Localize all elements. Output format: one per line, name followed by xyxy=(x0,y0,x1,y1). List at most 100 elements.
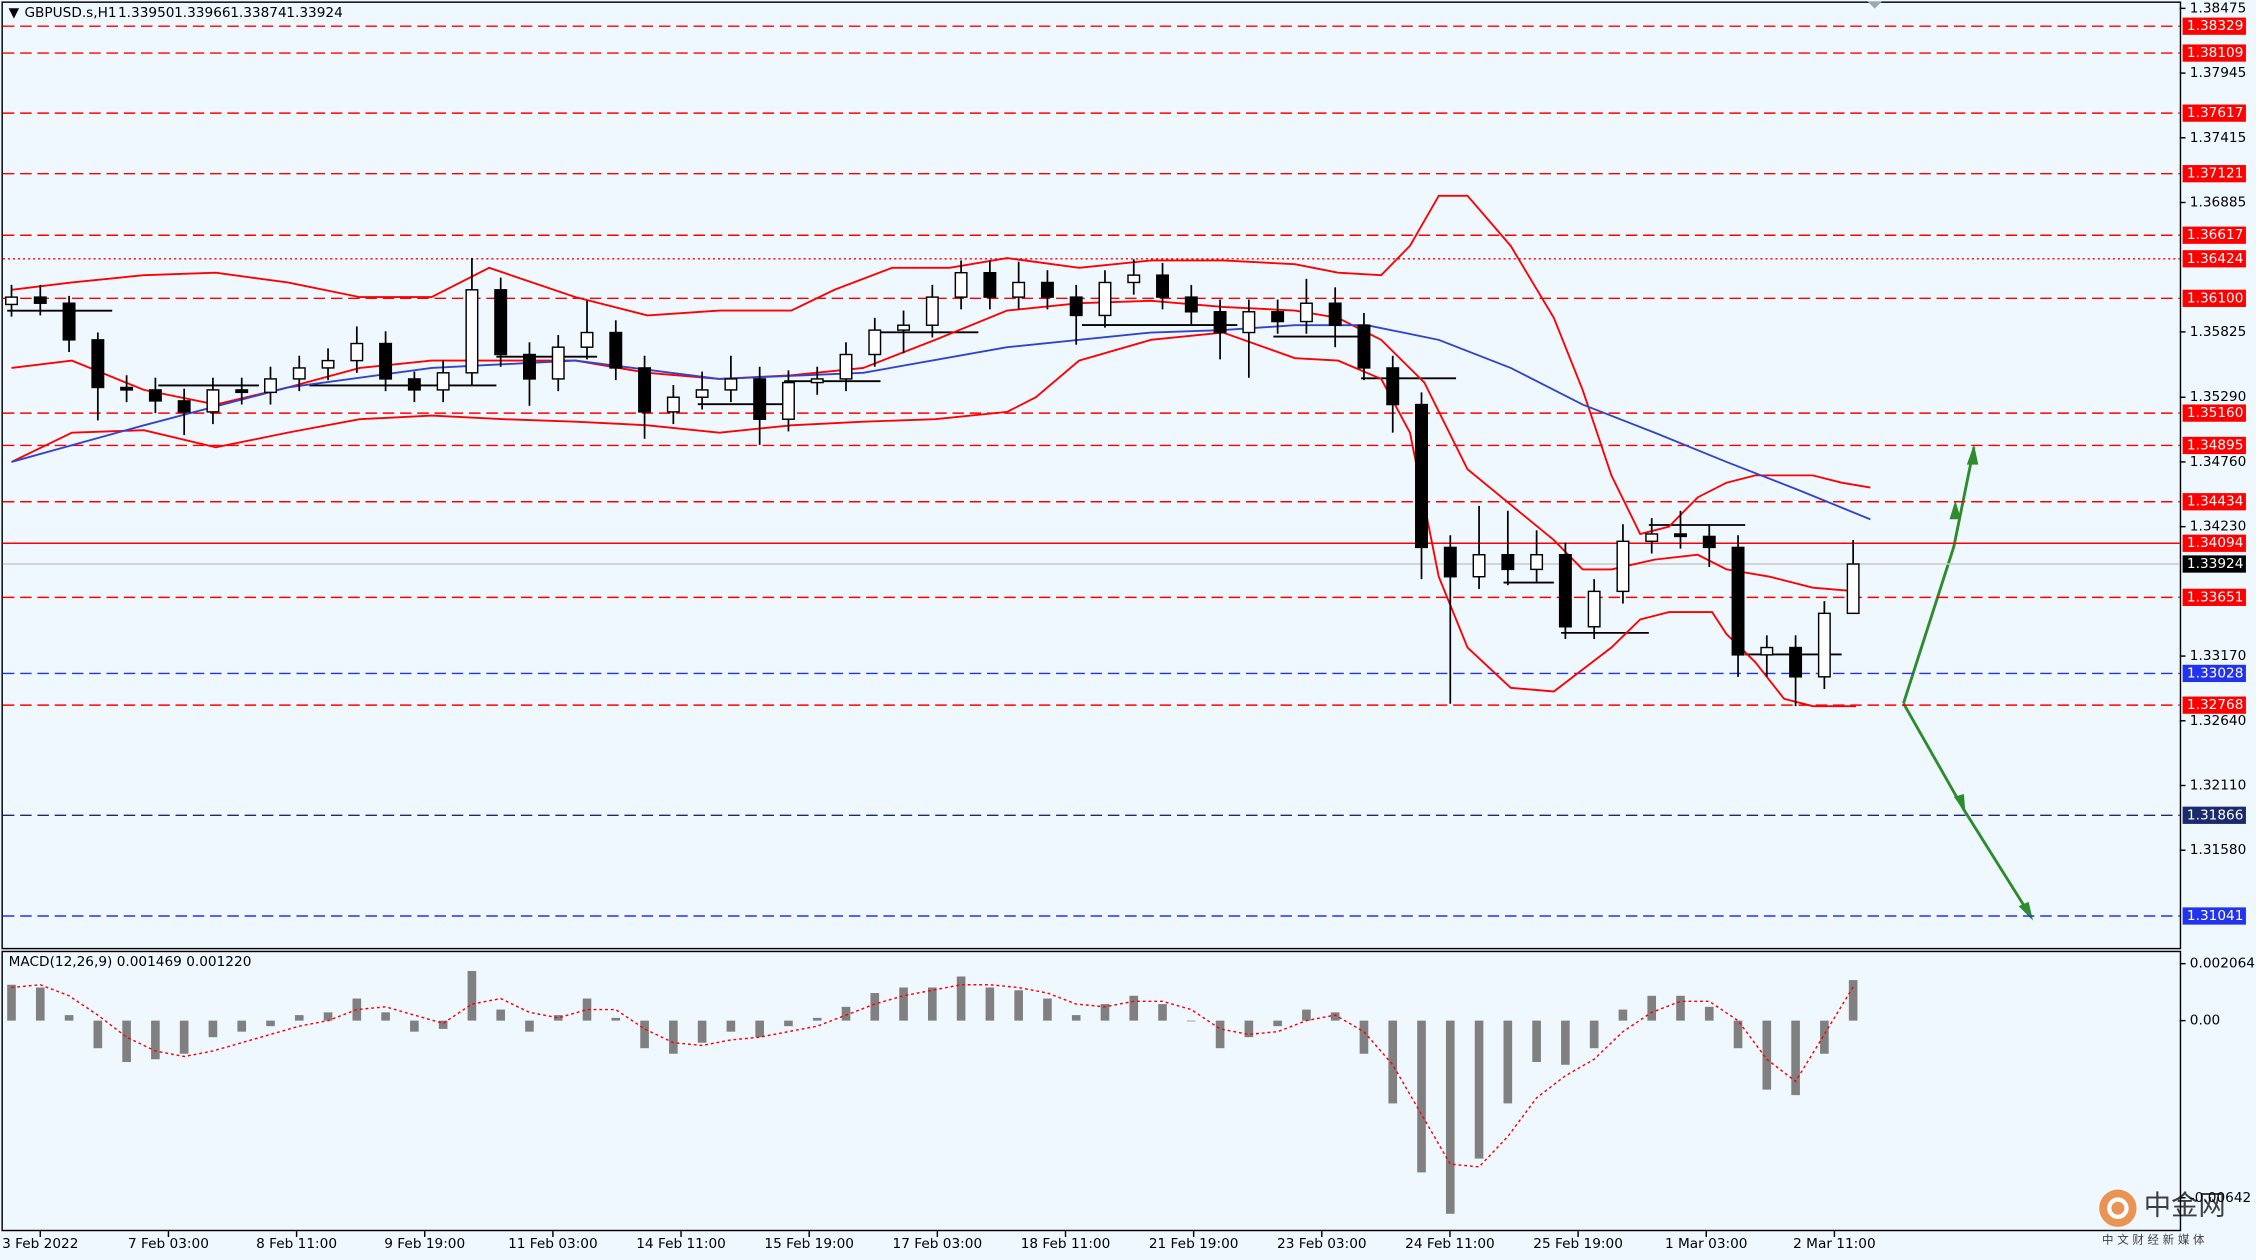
candle-body xyxy=(1127,274,1141,284)
price-tag xyxy=(2182,226,2246,244)
candle-body xyxy=(321,359,335,369)
x-tick-label: 24 Feb 11:00 xyxy=(1405,1236,1495,1252)
candle-body xyxy=(5,296,18,306)
macd-bar xyxy=(611,1017,621,1021)
candle-body xyxy=(1558,554,1572,628)
quote-high: 1.33966 xyxy=(174,5,230,21)
macd-bar xyxy=(1820,1020,1829,1054)
macd-bar xyxy=(525,1020,534,1032)
quote-low: 1.33874 xyxy=(230,5,286,21)
macd-bar xyxy=(1158,1004,1167,1021)
candle-body xyxy=(695,389,709,398)
x-tick-label: 18 Feb 11:00 xyxy=(1021,1236,1111,1252)
signal-line xyxy=(11,984,1854,1168)
candle-body xyxy=(1328,302,1342,326)
macd-bar xyxy=(1474,1020,1484,1159)
candle-body xyxy=(1731,546,1745,656)
candle-body xyxy=(1587,590,1601,628)
macd-bar xyxy=(438,1020,448,1029)
candle-body xyxy=(436,372,450,391)
x-tick-label: 7 Feb 03:00 xyxy=(128,1236,209,1252)
macd-bar xyxy=(179,1020,189,1054)
candle-body xyxy=(1012,281,1026,298)
macd-bar xyxy=(812,1017,822,1021)
macd-bar xyxy=(35,987,45,1021)
macd-bar xyxy=(1589,1020,1599,1049)
candle-body xyxy=(1415,403,1428,549)
indicator-line xyxy=(11,194,1871,536)
candle-body xyxy=(1098,281,1112,317)
y-tick-label: 1.36885 xyxy=(2190,194,2246,210)
price-tag xyxy=(2182,165,2246,183)
candle-body xyxy=(868,329,882,356)
candle-body xyxy=(379,342,393,380)
macd-bar xyxy=(553,1015,563,1021)
candle-body xyxy=(666,396,680,413)
main-pane-frame xyxy=(1,1,2182,950)
candle-body xyxy=(407,378,421,391)
price-tag-label: 1.34094 xyxy=(2187,535,2243,551)
macd-bar xyxy=(1532,1020,1541,1063)
macd-bar xyxy=(1618,1009,1628,1021)
candle-body xyxy=(897,324,911,331)
price-tag xyxy=(2182,664,2246,683)
macd-bar xyxy=(64,1015,74,1021)
candle-body xyxy=(1645,533,1659,543)
macd-bar xyxy=(1676,995,1685,1021)
price-tag-label: 1.35160 xyxy=(2187,405,2243,421)
macd-bar xyxy=(640,1020,649,1049)
y-tick-label: 1.31580 xyxy=(2190,842,2246,858)
candle-body xyxy=(1299,302,1313,323)
y-tick-label: 1.38475 xyxy=(2190,0,2246,16)
x-tick-label: 2 Mar 11:00 xyxy=(1793,1236,1876,1252)
macd-bar xyxy=(1071,1015,1081,1021)
macd-bar xyxy=(956,976,966,1021)
candle-body xyxy=(1386,367,1400,406)
price-tag-label: 1.31866 xyxy=(2187,807,2243,823)
x-tick-label: 3 Feb 2022 xyxy=(2,1236,78,1252)
x-tick-label: 25 Feb 19:00 xyxy=(1533,1236,1623,1252)
macd-bar xyxy=(985,987,995,1021)
price-tag xyxy=(2182,907,2246,925)
candle-body xyxy=(465,289,479,374)
candle-body xyxy=(1760,646,1774,656)
x-tick-label: 14 Feb 11:00 xyxy=(636,1236,726,1252)
x-tick-label: 1 Mar 03:00 xyxy=(1665,1236,1748,1252)
macd-bar xyxy=(1647,995,1657,1021)
price-tag xyxy=(2182,404,2246,422)
price-tag xyxy=(2182,806,2246,824)
candle-body xyxy=(1472,554,1486,578)
macd-bar xyxy=(1791,1020,1800,1096)
price-tag-label: 1.36424 xyxy=(2187,251,2243,267)
candle-body xyxy=(810,378,824,384)
macd-bar xyxy=(726,1020,736,1032)
candle-body xyxy=(724,378,738,391)
price-tag xyxy=(2182,104,2246,122)
macd-bar xyxy=(1014,990,1023,1021)
x-tick-label: 21 Feb 19:00 xyxy=(1149,1236,1239,1252)
candle-body xyxy=(264,378,277,394)
macd-bar xyxy=(870,993,880,1021)
y-tick-label: 1.34230 xyxy=(2190,519,2246,535)
macd-bar xyxy=(1215,1020,1225,1049)
macd-bar xyxy=(784,1020,793,1027)
candle-body xyxy=(580,331,594,348)
candle-body xyxy=(177,400,191,413)
macd-bar xyxy=(410,1020,419,1032)
candle-body xyxy=(1443,546,1457,578)
y-tick-label: 1.35825 xyxy=(2190,324,2246,340)
price-tag xyxy=(2182,588,2246,606)
price-tag-label: 1.34895 xyxy=(2187,437,2243,453)
macd-bar xyxy=(7,984,16,1021)
macd-bar xyxy=(93,1020,103,1049)
candle-body xyxy=(1530,554,1544,571)
candle-body xyxy=(781,381,795,420)
macd-title: MACD(12,26,9) 0.001469 0.001220 xyxy=(9,954,252,970)
macd-bar xyxy=(237,1020,247,1032)
candle-body xyxy=(206,389,220,413)
price-tag-label: 1.37121 xyxy=(2187,166,2243,182)
macd-bar xyxy=(1848,980,1858,1021)
macd-bar xyxy=(1445,1020,1455,1214)
